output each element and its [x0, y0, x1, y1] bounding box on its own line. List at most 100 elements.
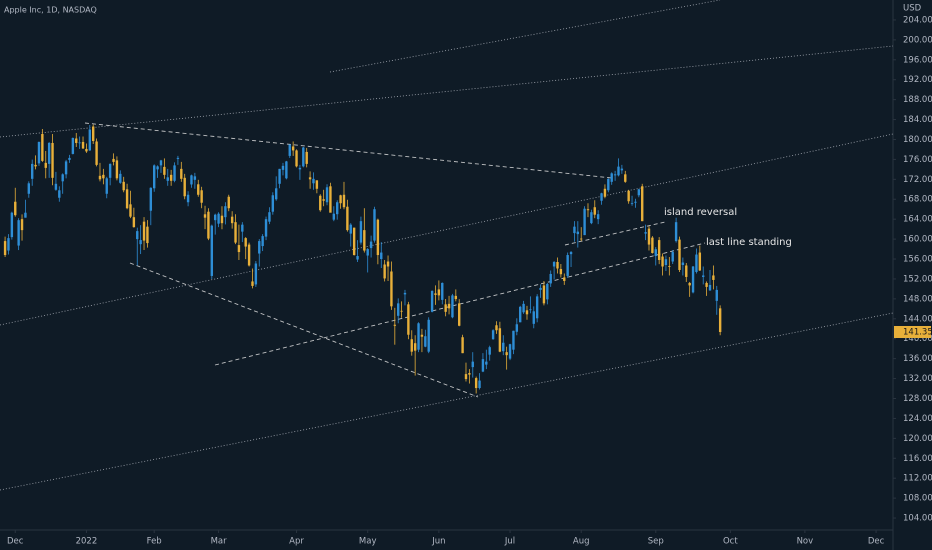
candle-body: [488, 347, 491, 355]
y-tick-label: 120.00: [903, 434, 932, 444]
y-tick-label: 156.00: [903, 255, 932, 265]
candle-body: [102, 174, 105, 179]
candle-body: [522, 303, 525, 313]
candle-body: [190, 175, 193, 185]
candle-body: [112, 158, 115, 162]
candle-body: [664, 259, 668, 265]
candle-body: [447, 303, 451, 309]
candle-body: [681, 262, 685, 265]
candle-body: [661, 256, 664, 267]
candle-body: [695, 254, 698, 272]
candle-body: [339, 195, 342, 204]
y-tick-label: 176.00: [903, 155, 932, 165]
x-tick-label: May: [359, 537, 377, 547]
candle-body: [142, 221, 146, 241]
candle-body: [115, 160, 119, 179]
candle-body: [620, 168, 624, 171]
candle-body: [380, 252, 383, 260]
channel-line: [329, 0, 721, 73]
candle-body: [305, 151, 308, 164]
x-tick-label: 2022: [76, 537, 98, 547]
candle-body: [281, 165, 285, 170]
candle-body: [173, 165, 176, 181]
candle-body: [24, 212, 27, 218]
candle-body: [159, 160, 163, 166]
candle-body: [576, 231, 580, 235]
candle-body: [7, 238, 10, 251]
candle-body: [129, 204, 132, 217]
x-tick-label: Apr: [289, 537, 304, 547]
candle-body: [197, 184, 200, 195]
candle-body: [603, 188, 607, 197]
candle-body: [712, 275, 715, 280]
candle-body: [58, 190, 61, 198]
candles: [3, 124, 722, 394]
candle-body: [37, 141, 41, 164]
x-tick-label: Dec: [7, 537, 24, 547]
candle-body: [30, 163, 34, 179]
candle-body: [81, 141, 85, 149]
x-tick-label: Jul: [504, 537, 515, 547]
candle-body: [539, 287, 542, 290]
candle-body: [258, 241, 261, 254]
trend-line: [564, 221, 666, 246]
candle-body: [61, 174, 64, 182]
candle-body: [275, 188, 278, 200]
x-tick-label: Nov: [797, 537, 814, 547]
y-tick-label: 184.00: [903, 115, 932, 125]
candle-body: [529, 309, 532, 311]
candle-body: [702, 275, 705, 277]
candle-body: [166, 177, 169, 181]
candle-body: [156, 166, 159, 170]
candle-body: [183, 177, 186, 197]
candle-body: [207, 211, 210, 239]
candle-body: [41, 133, 44, 161]
y-tick-label: 140.00: [903, 334, 932, 344]
candle-body: [251, 281, 254, 286]
candle-body: [563, 277, 566, 281]
candle-body: [454, 295, 458, 300]
candle-body: [718, 308, 722, 332]
candle-body: [369, 241, 373, 249]
candle-body: [271, 195, 275, 212]
x-tick-label: Mar: [211, 537, 228, 547]
candle-body: [332, 213, 336, 220]
candle-body: [546, 283, 549, 300]
candle-body: [64, 161, 68, 175]
candle-body: [512, 330, 515, 350]
x-tick-label: Aug: [573, 537, 590, 547]
candle-body: [27, 183, 31, 194]
candle-body: [295, 150, 298, 167]
candle-body: [393, 324, 397, 326]
candle-body: [552, 262, 556, 267]
candle-body: [474, 378, 478, 389]
x-tick-label: Dec: [868, 537, 885, 547]
last-price-label: 141.35: [903, 327, 932, 337]
candle-body: [98, 175, 102, 180]
y-tick-label: 180.00: [903, 135, 932, 145]
candle-body: [441, 282, 444, 300]
candle-body: [224, 206, 227, 218]
candle-body: [644, 232, 647, 234]
candle-body: [288, 144, 291, 156]
x-tick-label: Oct: [723, 537, 738, 547]
chart-title: Apple Inc, 1D, NASDAQ: [4, 6, 97, 15]
candle-body: [678, 239, 681, 270]
candle-body: [278, 168, 281, 184]
candle-body: [254, 263, 258, 285]
candle-body: [417, 323, 420, 350]
candle-body: [366, 249, 369, 256]
candle-body: [356, 256, 359, 260]
candle-body: [397, 303, 400, 316]
candle-body: [458, 303, 461, 326]
candle-body: [654, 249, 657, 257]
candle-body: [424, 336, 427, 347]
trend-line: [129, 262, 479, 398]
candle-body: [17, 220, 20, 246]
candle-body: [573, 226, 576, 234]
candle-body: [244, 238, 247, 247]
candle-body: [227, 196, 230, 209]
candle-body: [607, 178, 610, 191]
candle-body: [44, 162, 47, 168]
candle-body: [342, 194, 346, 208]
